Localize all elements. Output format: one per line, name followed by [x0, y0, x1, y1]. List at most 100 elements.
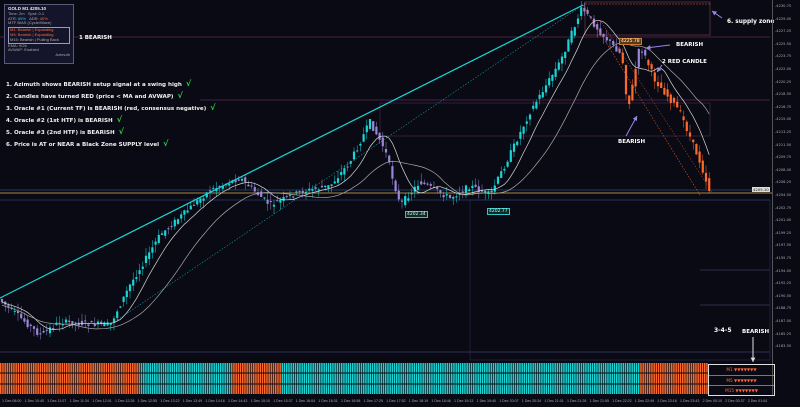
oracle-strip-bar	[222, 363, 224, 394]
oracle-strip-bar	[660, 363, 662, 394]
oracle-strip-bar	[591, 363, 594, 394]
oracle-strip-bar	[103, 363, 105, 394]
time-tick: 1 Dec 17:52	[386, 399, 406, 403]
oracle-strip-bar	[37, 363, 39, 394]
oracle-strip-bar	[213, 363, 215, 394]
trendline	[0, 4, 584, 299]
oracle-strip-bar	[528, 363, 530, 394]
bearish-trendline	[599, 19, 713, 193]
candle-body	[701, 160, 704, 173]
oracle-strip-bar	[231, 363, 233, 394]
oracle-strip-bar	[167, 363, 169, 394]
candle-body	[391, 166, 394, 179]
adr-label: ADR:	[29, 15, 39, 21]
candle-body	[7, 305, 10, 307]
oracle-strip-bar	[693, 363, 695, 394]
time-tick: 1 Dec 19:40	[476, 399, 496, 403]
oracle-strip-bar	[448, 363, 451, 394]
candle-body	[596, 24, 599, 30]
oracle-strip-bar	[345, 363, 347, 394]
oracle-strip-bar	[156, 363, 158, 394]
oracle-strip-bar	[13, 363, 15, 394]
oracle-strip-bar	[354, 363, 356, 394]
checklist: 1. Azimuth shows BEARISH setup signal at…	[6, 79, 216, 150]
oracle-strip-bar	[600, 363, 603, 394]
price-tick: -4229.00	[775, 16, 792, 21]
candle-body	[496, 176, 500, 184]
oracle-strip-bar	[512, 363, 515, 394]
candle-body	[471, 185, 474, 189]
oracle-strip-bar	[488, 363, 490, 394]
time-tick: 1 Dec 16:58	[341, 399, 361, 403]
oracle-strip-bar	[334, 363, 336, 394]
oracle-strip-bar	[305, 363, 308, 394]
oracle-strip-bar	[279, 363, 281, 394]
candle-body	[183, 210, 186, 215]
oracle-strip-bar	[459, 363, 462, 394]
price-tick: -4194.00	[775, 268, 792, 273]
candle-body	[426, 183, 429, 185]
avwap-info: AVWAP: Enabled	[8, 47, 39, 53]
bearish-label-oracle: BEARISH	[742, 329, 770, 335]
swing-high-price: 4225.78	[619, 38, 642, 45]
candle-body	[132, 279, 135, 286]
oracle-strip-bar	[558, 363, 561, 394]
candle-body	[554, 68, 557, 77]
candle-body	[461, 191, 464, 193]
candle-body	[36, 328, 39, 335]
oracle-strip-bar	[484, 363, 486, 394]
candle-body	[506, 161, 509, 167]
time-tick: 1 Dec 21:55	[589, 399, 609, 403]
oracle-strip-bar	[57, 363, 59, 394]
oracle-strip-bar	[310, 363, 312, 394]
oracle-strip-bar	[675, 363, 677, 394]
oracle-strip-bar	[83, 363, 86, 394]
candle-body	[93, 324, 96, 327]
oracle-strip-bar	[644, 363, 647, 394]
oracle-strip-bar	[574, 363, 576, 394]
oracle-strip-bar	[114, 363, 116, 394]
oracle-strip-bar	[442, 363, 444, 394]
candle-body	[621, 52, 624, 64]
time-tick: 1 Dec 14:16	[205, 399, 225, 403]
candle-body	[663, 87, 666, 95]
candle-body	[45, 329, 48, 331]
candle-body	[349, 161, 352, 164]
time-tick: 1 Dec 11:34	[69, 399, 89, 403]
oracle-strip-bar	[688, 363, 691, 394]
oracle-strip-bar	[446, 363, 449, 394]
candle-body	[196, 200, 199, 205]
oracle-strip-bar	[158, 363, 160, 394]
time-tick: 1 Dec 21:01	[544, 399, 564, 403]
oracle-strip-bar	[424, 363, 427, 394]
candle-body	[624, 65, 628, 95]
oracle-strip-bar	[662, 363, 664, 394]
candle-body	[144, 255, 148, 263]
candle-body	[20, 313, 23, 319]
oracle-strip-bar	[536, 363, 539, 394]
oracle-strip-bar	[321, 363, 323, 394]
candle-body	[560, 56, 564, 64]
time-axis[interactable]: 1 Dec 08:00 1 Dec 10:40 1 Dec 11:07 1 Dec 1…	[0, 397, 772, 407]
oracle-strip-bar	[402, 363, 405, 394]
oracle-strip-bar	[2, 363, 4, 394]
oracle-strip-bar	[70, 363, 72, 394]
oracle-strip-bar	[250, 363, 253, 394]
candle-body	[100, 321, 103, 324]
candle-body	[692, 139, 695, 143]
oracle-strip-bar	[684, 363, 686, 394]
oracle-strip-bar	[303, 363, 306, 394]
bearish-mid-arrow-icon-head	[632, 116, 637, 121]
candle-body	[87, 324, 90, 326]
candle-body	[237, 179, 240, 181]
time-tick: 1 Dec 18:19	[408, 399, 429, 403]
price-axis[interactable]: -4230.75 -4229.00 -4227.25 -4225.50 -4223.75…	[772, 0, 800, 395]
candle-body	[205, 192, 208, 198]
oracle-strip-bar	[15, 363, 17, 394]
candle-body	[263, 197, 266, 199]
candle-body	[253, 187, 256, 192]
oracle-strip-bar	[30, 363, 33, 394]
oracle-strip-bar	[145, 363, 147, 394]
oracle-strip-bar	[556, 363, 559, 394]
